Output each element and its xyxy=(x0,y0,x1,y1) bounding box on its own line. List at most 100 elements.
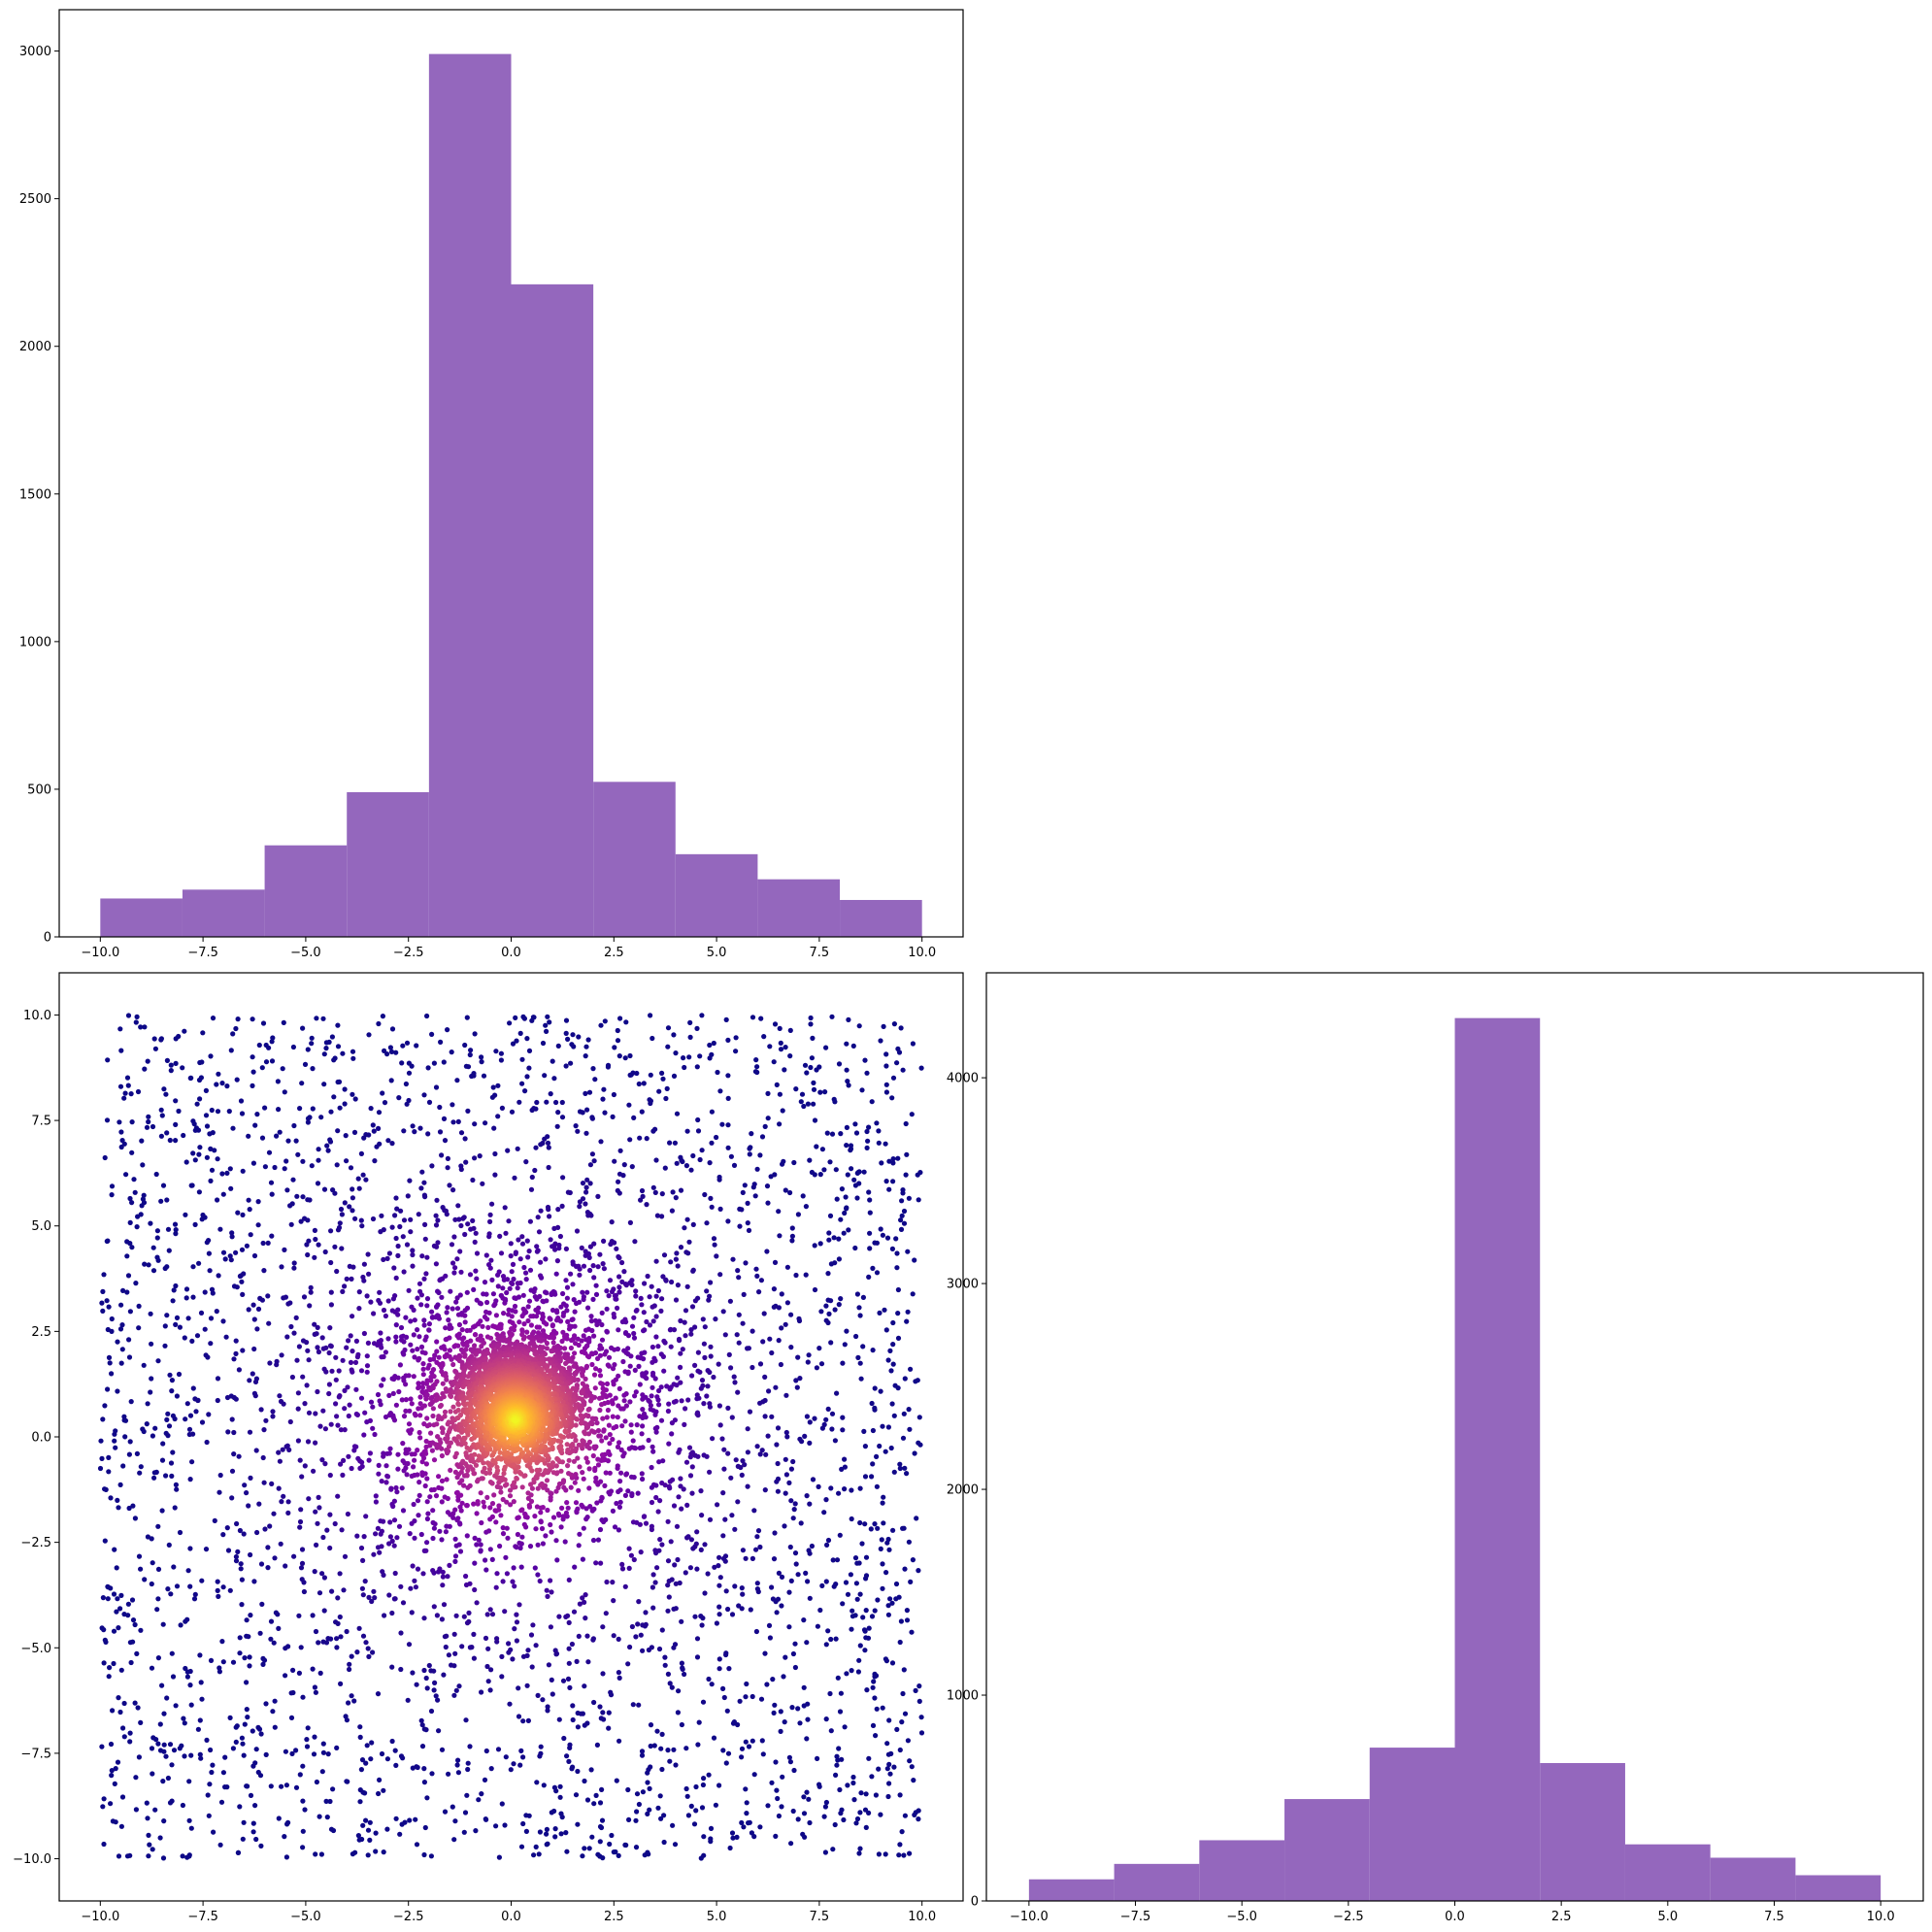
scatter-point xyxy=(361,1261,367,1267)
scatter-point xyxy=(353,1444,359,1449)
scatter-point xyxy=(616,1527,622,1533)
scatter-point xyxy=(386,1450,392,1456)
scatter-point xyxy=(660,1458,666,1464)
scatter-point xyxy=(740,1189,746,1195)
scatter-point xyxy=(665,1558,672,1564)
scatter-point xyxy=(519,1081,525,1086)
scatter-point xyxy=(344,1276,350,1282)
scatter-point xyxy=(360,1633,367,1639)
scatter-point xyxy=(570,1282,576,1287)
scatter-point xyxy=(715,1069,720,1076)
scatter-point xyxy=(749,1131,754,1137)
scatter-point xyxy=(138,1212,144,1217)
scatter-point xyxy=(381,1307,387,1314)
scatter-point xyxy=(215,1579,220,1584)
scatter-point xyxy=(581,1333,586,1339)
scatter-point xyxy=(335,1128,341,1134)
scatter-point xyxy=(306,1496,312,1502)
scatter-point xyxy=(279,1783,284,1789)
scatter-point xyxy=(819,1147,826,1152)
scatter-point xyxy=(474,1276,480,1282)
scatter-point xyxy=(856,1023,862,1029)
scatter-point xyxy=(743,1260,749,1266)
scatter-point xyxy=(583,1393,589,1399)
scatter-point xyxy=(610,1114,616,1119)
scatter-point xyxy=(190,1150,196,1156)
scatter-point xyxy=(393,1762,399,1768)
scatter-point xyxy=(673,1195,679,1201)
scatter-point xyxy=(587,1398,594,1404)
scatter-point xyxy=(717,1575,723,1581)
scatter-point xyxy=(676,1494,682,1500)
scatter-point xyxy=(549,1291,554,1297)
scatter-point xyxy=(273,1610,279,1616)
scatter-point xyxy=(807,1440,813,1446)
scatter-point xyxy=(886,1158,892,1164)
scatter-point xyxy=(615,1027,620,1034)
scatter-point xyxy=(220,1318,226,1324)
scatter-point xyxy=(367,1819,373,1825)
scatter-point xyxy=(849,1668,854,1674)
scatter-point xyxy=(415,1347,420,1352)
scatter-point xyxy=(616,1053,622,1059)
scatter-point xyxy=(583,1252,588,1258)
scatter-point xyxy=(850,1780,856,1786)
scatter-point xyxy=(879,1537,884,1543)
scatter-point xyxy=(890,1342,896,1348)
scatter-point xyxy=(599,1402,605,1408)
scatter-point xyxy=(565,1036,571,1042)
scatter-point xyxy=(603,1611,609,1616)
scatter-point xyxy=(720,1490,726,1496)
scatter-point xyxy=(897,1465,903,1472)
scatter-point xyxy=(306,1357,312,1363)
scatter-point xyxy=(573,1422,579,1428)
scatter-point xyxy=(671,1327,678,1333)
scatter-point xyxy=(488,1766,494,1772)
scatter-point xyxy=(880,1561,885,1567)
scatter-point xyxy=(417,1125,423,1131)
scatter-point xyxy=(452,1216,458,1222)
scatter-point xyxy=(552,1291,558,1297)
scatter-point xyxy=(158,1198,164,1204)
scatter-point xyxy=(565,1318,571,1324)
scatter-point xyxy=(398,1630,404,1636)
scatter-point xyxy=(854,1291,861,1297)
scatter-point xyxy=(607,1841,613,1848)
scatter-point xyxy=(694,1529,700,1535)
scatter-point xyxy=(120,1725,126,1731)
scatter-point xyxy=(281,1019,286,1025)
scatter-point xyxy=(396,1095,402,1101)
scatter-point xyxy=(281,1401,286,1407)
scatter-point xyxy=(659,1191,665,1197)
scatter-point xyxy=(723,1650,729,1656)
scatter-point xyxy=(543,1533,549,1539)
scatter-point xyxy=(250,1371,255,1377)
scatter-point xyxy=(391,1498,397,1504)
scatter-point xyxy=(313,1628,319,1635)
scatter-point xyxy=(439,1446,445,1451)
scatter-point xyxy=(300,1025,306,1031)
scatter-point xyxy=(883,1449,888,1454)
scatter-point xyxy=(640,1373,646,1379)
scatter-point xyxy=(849,1487,854,1493)
scatter-point xyxy=(635,1354,641,1360)
scatter-point xyxy=(591,1372,598,1378)
scatter-point xyxy=(849,1608,855,1614)
scatter-point xyxy=(825,1406,831,1412)
scatter-point xyxy=(113,1766,118,1772)
scatter-point xyxy=(577,1601,583,1607)
scatter-point xyxy=(385,1298,391,1304)
scatter-point xyxy=(602,1482,608,1488)
scatter-point xyxy=(409,1063,415,1069)
scatter-point xyxy=(173,1282,179,1289)
scatter-point xyxy=(661,1813,667,1818)
scatter-point xyxy=(732,1526,738,1532)
scatter-point xyxy=(208,1053,214,1059)
scatter-point xyxy=(502,1822,508,1828)
scatter-point xyxy=(493,1313,499,1318)
scatter-point xyxy=(302,1807,308,1813)
scatter-point xyxy=(153,1171,159,1178)
scatter-point xyxy=(557,1794,563,1800)
scatter-point xyxy=(572,1480,578,1485)
scatter-point xyxy=(910,1557,916,1563)
